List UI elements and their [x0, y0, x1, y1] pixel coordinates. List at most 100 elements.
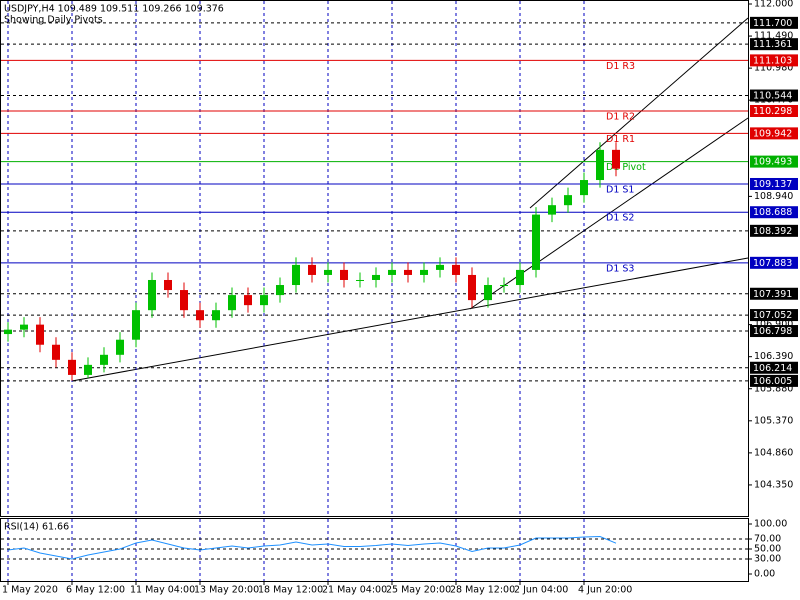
candle-body	[388, 269, 396, 275]
candle-body	[436, 264, 444, 270]
candle-body	[292, 264, 300, 286]
rsi-line	[7, 535, 617, 560]
candle-body	[532, 214, 540, 270]
trend-line	[529, 17, 749, 209]
candle-body	[4, 329, 12, 335]
y-tick-label: 112.000	[754, 0, 793, 10]
chart-subtitle: Showing Daily Pivots	[4, 15, 103, 26]
level-label: 111.103	[753, 55, 792, 66]
candle-body	[500, 285, 508, 287]
rsi-title: RSI(14) 61.66	[4, 522, 69, 533]
main-frame	[0, 0, 749, 517]
level-label: 107.883	[753, 258, 792, 269]
candle-body	[68, 359, 76, 375]
candle-body	[116, 339, 124, 355]
level-label: 108.392	[753, 226, 792, 237]
level-label-box	[750, 105, 798, 118]
level-label-box	[750, 287, 798, 300]
y-tick-label: 111.490	[754, 31, 793, 42]
candle-body	[180, 290, 188, 311]
level-label: 111.361	[753, 39, 792, 50]
rsi-frame	[0, 518, 749, 582]
candle-body	[276, 285, 284, 296]
rsi-y-tick-label: 50.00	[754, 544, 781, 555]
rsi-y-tick-label: 70.00	[754, 534, 781, 545]
rsi-y-tick-label: 100.00	[754, 519, 787, 530]
pivot-name: D1 S2	[606, 213, 634, 224]
candle-body	[100, 354, 108, 365]
pivot-name: D1 S1	[606, 184, 634, 195]
pivot-name: D1 Pivot	[606, 162, 646, 173]
level-label-box	[750, 89, 798, 102]
rsi-y-tick-label: 30.00	[754, 554, 781, 565]
x-tick-label: 13 May 20:00	[194, 585, 259, 596]
candle-body	[484, 285, 492, 301]
y-tick-label: 104.350	[754, 479, 793, 490]
level-label-box	[750, 16, 798, 29]
pivot-name: D1 R1	[606, 134, 635, 145]
y-tick-label: 106.390	[754, 351, 793, 362]
level-label: 107.052	[753, 310, 792, 321]
level-label-box	[750, 38, 798, 51]
level-label-box	[750, 374, 798, 387]
level-label: 106.005	[753, 376, 792, 387]
y-tick-label: 108.940	[754, 191, 793, 202]
level-label: 110.544	[753, 91, 792, 102]
rsi-y-tick-label: 0.00	[754, 569, 775, 580]
candle-body	[228, 295, 236, 311]
y-tick-label: 105.370	[754, 415, 793, 426]
candle-body	[612, 149, 620, 169]
candle-body	[564, 195, 572, 206]
level-label-box	[750, 309, 798, 322]
x-tick-label: 1 May 2020	[2, 585, 58, 596]
candle-body	[356, 279, 364, 281]
candle-body	[212, 310, 220, 321]
candle-body	[404, 269, 412, 275]
candle-body	[548, 205, 556, 215]
candle-body	[260, 295, 268, 306]
candle-body	[516, 269, 524, 286]
level-label: 109.942	[753, 128, 792, 139]
candle-body	[324, 269, 332, 275]
candle-body	[164, 279, 172, 291]
candle-body	[596, 149, 604, 181]
level-label-box	[750, 256, 798, 269]
level-label: 109.493	[753, 157, 792, 168]
level-label: 109.137	[753, 179, 792, 190]
level-label-box	[750, 325, 798, 338]
y-tick-label: 105.880	[754, 383, 793, 394]
y-tick-label: 110.980	[754, 63, 793, 74]
candle-body	[84, 364, 92, 375]
level-label-box	[750, 54, 798, 67]
x-tick-label: 25 May 20:00	[386, 585, 451, 596]
x-tick-label: 28 May 12:00	[450, 585, 515, 596]
candle-body	[308, 264, 316, 275]
candle-body	[36, 324, 44, 345]
candle-body	[20, 324, 28, 330]
level-label: 108.688	[753, 207, 792, 218]
level-label-box	[750, 224, 798, 237]
candle-body	[340, 269, 348, 280]
x-tick-label: 4 Jun 20:00	[578, 585, 632, 596]
level-label-box	[750, 361, 798, 374]
y-tick-label: 104.860	[754, 447, 793, 458]
candle-body	[372, 274, 380, 280]
level-label: 110.298	[753, 106, 792, 117]
chart-title: USDJPY,H4 109.489 109.511 109.266 109.37…	[4, 4, 224, 15]
x-tick-label: 2 Jun 04:00	[514, 585, 568, 596]
level-label: 111.700	[753, 18, 792, 29]
level-label-box	[750, 206, 798, 219]
pivot-name: D1 R3	[606, 61, 635, 72]
level-label-box	[750, 127, 798, 140]
y-tick-label: 106.900	[754, 319, 793, 330]
level-label: 107.391	[753, 289, 792, 300]
trend-line	[71, 257, 749, 382]
candle-body	[196, 310, 204, 321]
pivot-name: D1 S3	[606, 263, 634, 274]
level-label: 106.214	[753, 363, 792, 374]
pivot-name: D1 R2	[606, 112, 635, 123]
x-tick-label: 11 May 04:00	[130, 585, 195, 596]
candle-body	[580, 180, 588, 196]
level-label: 106.798	[753, 326, 792, 337]
x-tick-label: 6 May 12:00	[66, 585, 125, 596]
